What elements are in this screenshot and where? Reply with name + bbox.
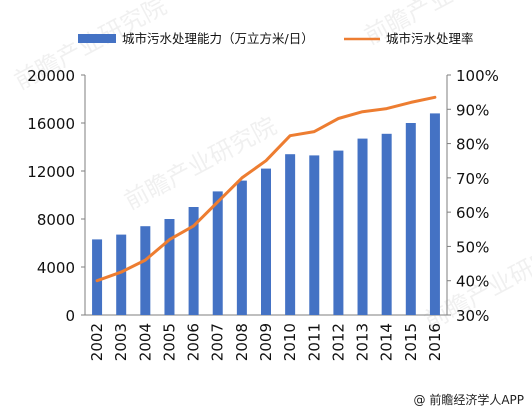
x-tick-label: 2004 [136, 323, 154, 361]
legend-label-bar: 城市污水处理能力（万立方米/日） [122, 31, 314, 46]
bar [309, 155, 320, 315]
x-tick-label: 2008 [233, 323, 251, 361]
x-tick-label: 2015 [402, 323, 420, 361]
bar [212, 191, 223, 315]
bar [261, 168, 271, 315]
y-left-tick-label: 16000 [27, 115, 75, 133]
x-tick-label: 2016 [426, 323, 444, 361]
bar [429, 113, 440, 316]
x-tick-label: 2007 [209, 323, 227, 361]
y-left-tick-label: 20000 [27, 67, 75, 85]
y-left-tick-label: 8000 [37, 211, 75, 229]
y-right-tick-label: 30% [456, 307, 489, 325]
x-tick-label: 2003 [112, 323, 130, 361]
bar [357, 138, 368, 315]
source-credit: @ 前瞻经济学人APP [413, 393, 525, 407]
y-right-tick-label: 40% [456, 273, 489, 291]
x-tick-label: 2011 [305, 323, 323, 361]
x-tick-label: 2013 [354, 323, 372, 361]
x-tick-label: 2014 [378, 323, 396, 361]
bar [164, 219, 175, 315]
bar [188, 207, 199, 315]
x-tick-label: 2006 [185, 323, 203, 361]
y-left-tick-label: 0 [65, 307, 75, 325]
bar [333, 150, 344, 315]
y-left-tick-label: 4000 [37, 259, 75, 277]
bar-series [92, 113, 440, 316]
watermark-text: 前瞻产业研究院 [120, 112, 281, 216]
bar [116, 234, 127, 315]
bar [381, 133, 392, 315]
x-tick-label: 2005 [160, 323, 178, 361]
legend: 城市污水处理能力（万立方米/日） 城市污水处理率 [78, 31, 474, 46]
bar [285, 154, 296, 315]
x-tick-label: 2010 [281, 323, 299, 361]
legend-label-line: 城市污水处理率 [386, 31, 474, 46]
x-tick-label: 2009 [257, 323, 275, 361]
y-right-tick-label: 90% [456, 101, 489, 119]
bar [236, 180, 247, 315]
bar [92, 239, 103, 315]
x-tick-label: 2002 [88, 323, 106, 361]
bar [140, 226, 151, 315]
y-left-tick-label: 12000 [27, 163, 75, 181]
y-right-tick-label: 60% [456, 204, 489, 222]
x-tick-label: 2012 [329, 323, 347, 361]
y-right-tick-label: 100% [456, 67, 499, 85]
bar [405, 123, 416, 315]
y-right-tick-label: 80% [456, 136, 489, 154]
y-right-tick-label: 50% [456, 238, 489, 256]
line-series [95, 95, 437, 283]
legend-swatch-bar [78, 34, 116, 43]
x-tick-labels: 2002 2003 2004 2005 2006 2007 2008 2009 2010 2011… [88, 323, 444, 361]
rate-line [95, 95, 437, 283]
y-right-tick-label: 70% [456, 170, 489, 188]
